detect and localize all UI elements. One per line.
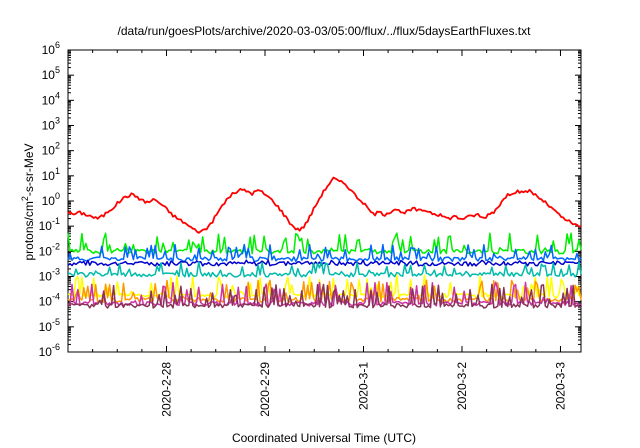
y-tick-label: 10-1	[39, 216, 60, 233]
y-tick-exponent: 1	[55, 166, 60, 176]
y-tick-exponent: -3	[52, 267, 60, 277]
y-tick-exponent: 3	[55, 116, 60, 126]
y-tick-label: 101	[42, 166, 60, 183]
y-tick-label: 102	[42, 141, 60, 158]
y-tick-exponent: -5	[52, 317, 60, 327]
x-axis: 2020-2-28 2020-2-29 2020-3-1 2020-3-2 2020-3…	[67, 50, 567, 417]
series-line-7	[67, 281, 582, 307]
y-tick-exponent: -6	[52, 342, 60, 352]
y-tick-exponent: -1	[52, 216, 60, 226]
y-tick-exponent: 6	[55, 40, 60, 50]
x-tick-label: 2020-3-2	[455, 362, 469, 410]
y-tick-exponent: 0	[55, 191, 60, 201]
y-tick-label: 103	[42, 116, 60, 133]
series-group	[67, 176, 582, 309]
y-axis-label-sup: 2	[20, 196, 30, 201]
y-tick-label: 105	[42, 65, 60, 82]
y-axis-label-suffix: -s-sr-MeV	[22, 143, 36, 196]
y-tick-label: 10-2	[39, 241, 60, 258]
y-tick-exponent: 5	[55, 65, 60, 75]
y-tick-exponent: -4	[52, 292, 60, 302]
series-line-3	[67, 259, 582, 267]
x-tick-label: 2020-3-1	[356, 362, 370, 410]
y-tick-label: 104	[42, 90, 60, 107]
y-tick-label: 10-4	[39, 292, 60, 309]
chart-title: /data/run/goesPlots/archive/2020-03-03/0…	[118, 24, 532, 38]
y-tick-label: 106	[42, 40, 60, 57]
y-axis-label: protons/cm2-s-sr-MeV	[20, 143, 36, 260]
x-tick-label: 2020-2-29	[258, 362, 272, 417]
y-axis-label-prefix: protons/cm	[22, 201, 36, 260]
series-line-8	[67, 283, 582, 309]
y-axis: 10-610-510-410-310-210-11001011021031041…	[39, 40, 581, 359]
x-tick-label: 2020-2-28	[159, 362, 173, 417]
x-axis-label: Coordinated Universal Time (UTC)	[232, 431, 416, 445]
y-tick-label: 10-6	[39, 342, 60, 359]
series-line-2	[67, 243, 582, 263]
y-tick-exponent: -2	[52, 241, 60, 251]
y-tick-exponent: 4	[55, 90, 60, 100]
y-tick-label: 10-3	[39, 267, 60, 284]
x-tick-label: 2020-3-3	[553, 362, 567, 410]
series-line-4	[67, 261, 582, 278]
y-tick-exponent: 2	[55, 141, 60, 151]
y-tick-label: 10-5	[39, 317, 60, 334]
series-line-0	[67, 176, 582, 234]
y-tick-label: 100	[42, 191, 60, 208]
